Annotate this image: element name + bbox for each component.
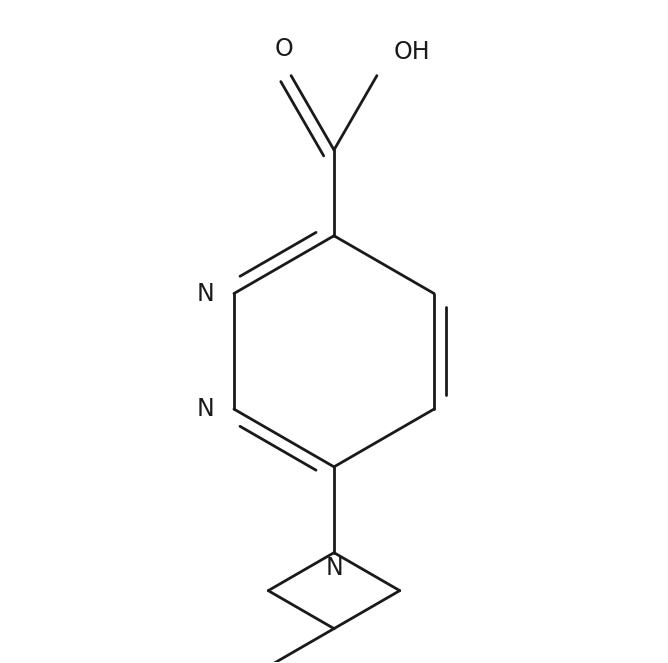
Text: N: N bbox=[196, 282, 214, 306]
Text: O: O bbox=[275, 37, 294, 61]
Text: N: N bbox=[196, 397, 214, 421]
Text: OH: OH bbox=[393, 40, 430, 64]
Text: N: N bbox=[325, 556, 343, 580]
